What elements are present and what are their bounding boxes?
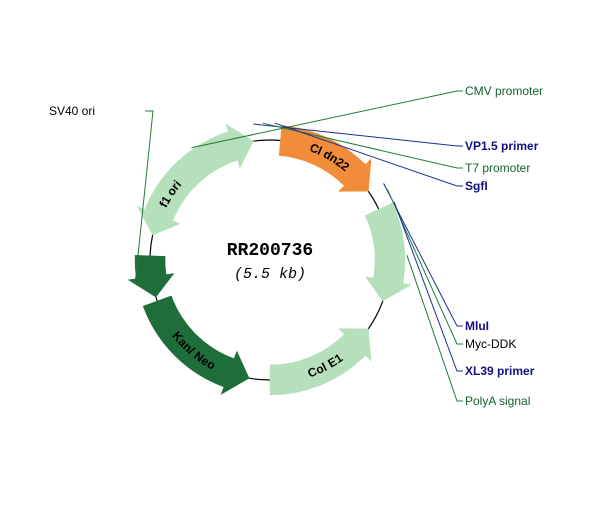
ext-label: SV40 ori [49, 104, 95, 118]
plasmid-map: Cl dn22Col E1Kan/ Neof1 oriCMV promoterV… [0, 0, 600, 512]
ext-label: Myc-DDK [465, 337, 516, 351]
segment-kanneo [143, 296, 249, 394]
ext-label: VP1.5 primer [465, 139, 539, 153]
leader-line [407, 255, 463, 401]
ext-label: PolyA signal [465, 394, 530, 408]
segment-sv40 [128, 255, 174, 297]
ext-label: MluI [465, 319, 489, 333]
ext-label: CMV promoter [465, 84, 543, 98]
plasmid-size: (5.5 kb) [234, 266, 306, 283]
segment-polya [365, 203, 411, 301]
ext-label: T7 promoter [465, 161, 530, 175]
ext-label: XL39 primer [465, 364, 535, 378]
ext-label: SgfI [465, 179, 488, 193]
plasmid-name: RR200736 [227, 241, 313, 261]
